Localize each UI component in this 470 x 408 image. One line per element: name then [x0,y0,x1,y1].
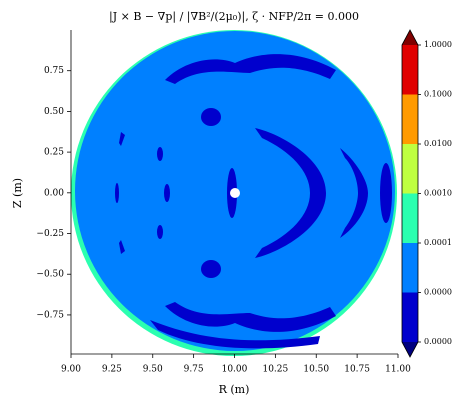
y-tick-label: −0.75 [36,310,64,320]
contour-region [157,225,163,239]
colorbar-tick-label: 0.1000 [424,90,452,99]
x-tick-label: 9.75 [184,365,204,375]
contour-region [150,320,320,349]
y-tick-label: 0.25 [44,148,64,158]
x-tick-label: 11.00 [385,365,411,375]
y-tick-label: −0.50 [36,270,64,280]
magnetic-axis [230,188,240,198]
colorbar-band [402,243,418,293]
colorbar-tick-label: 1.0000 [424,40,452,49]
y-tick-label: 0.00 [44,188,64,198]
y-axis-label: Z (m) [11,178,24,208]
x-tick-label: 10.25 [262,365,288,375]
contour-region [380,163,392,223]
colorbar-band [402,94,418,144]
contour-region [119,132,125,146]
x-tick-label: 10.00 [222,365,248,375]
x-tick-label: 9.25 [102,365,122,375]
contour-region [201,108,221,126]
colorbar-tick-label: 0.0000 [424,337,452,346]
y-tick-label: 0.50 [44,107,64,117]
contour-region [164,184,170,202]
colorbar-tick-label: 0.0100 [424,139,452,148]
x-tick-label: 9.50 [143,365,163,375]
colorbar-over [402,30,418,45]
contour-region [157,147,163,161]
y-tick-label: −0.25 [36,229,64,239]
chart-title: |J × B − ∇p| / |∇B²/(2μ₀)|, ζ · NFP/2π =… [109,10,359,24]
contour-field [71,30,397,356]
colorbar-band [402,45,418,95]
contour-region [115,183,119,203]
contour-region [165,54,336,84]
x-tick-label: 10.75 [344,365,370,375]
contour-region [119,240,125,254]
colorbar-band [402,193,418,243]
x-tick-label: 9.00 [61,365,81,375]
colorbar-tick-label: 0.0010 [424,189,452,198]
x-tick-label: 10.50 [303,365,329,375]
y-tick-label: 0.75 [44,66,64,76]
contour-region [165,302,336,332]
colorbar-band [402,144,418,194]
contour-region [340,148,368,238]
colorbar-under [402,342,418,357]
colorbar-tick-label: 0.0000 [424,288,452,297]
colorbar-tick-label: 0.0001 [424,238,452,247]
x-axis-label: R (m) [219,383,250,396]
colorbar-band [402,292,418,342]
contour-region [255,128,326,258]
contour-region [201,260,221,278]
